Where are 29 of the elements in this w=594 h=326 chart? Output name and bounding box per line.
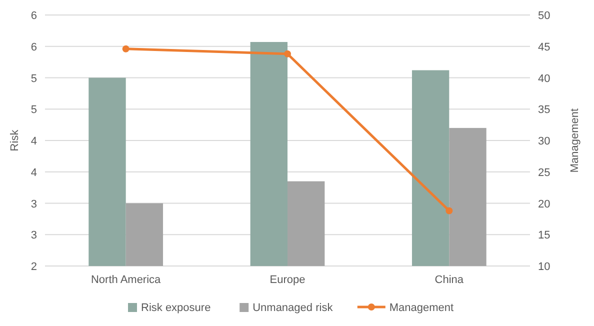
point <box>446 207 453 214</box>
y2-tick-label: 30 <box>538 136 550 148</box>
x-tick-label: Europe <box>270 274 306 286</box>
y2-tick-label: 20 <box>538 198 550 210</box>
y-tick-label: 6 <box>30 41 37 54</box>
y-tick-label: 3 <box>30 230 37 242</box>
y2-tick-label: 35 <box>538 104 550 116</box>
legend-label: Risk exposure <box>141 302 211 314</box>
y2-tick-label: 10 <box>538 261 550 273</box>
x-tick-label: North America <box>90 274 162 286</box>
y2-tick-label: 25 <box>538 166 550 179</box>
y2-tick-label: 45 <box>538 41 550 54</box>
y-tick-label: 6 <box>30 10 37 22</box>
y-tick-label: 4 <box>30 136 37 148</box>
y-tick-label: 2 <box>30 261 37 273</box>
y2-tick-label: 50 <box>538 10 550 22</box>
legend-label: Unmanaged risk <box>252 302 334 314</box>
y2-axis-title: Management <box>569 108 581 173</box>
y2-tick-label: 40 <box>538 72 550 85</box>
y-tick-label: 5 <box>30 104 37 116</box>
y-tick-label: 3 <box>30 198 37 210</box>
x-tick-label: China <box>434 274 464 286</box>
point <box>122 45 130 52</box>
y-tick-label: 4 <box>30 166 37 179</box>
point <box>284 50 291 58</box>
y-tick-label: 5 <box>30 72 37 85</box>
legend-label: Management <box>389 302 454 314</box>
y-axis-title: Risk <box>9 129 21 152</box>
y2-tick-label: 15 <box>538 230 550 242</box>
